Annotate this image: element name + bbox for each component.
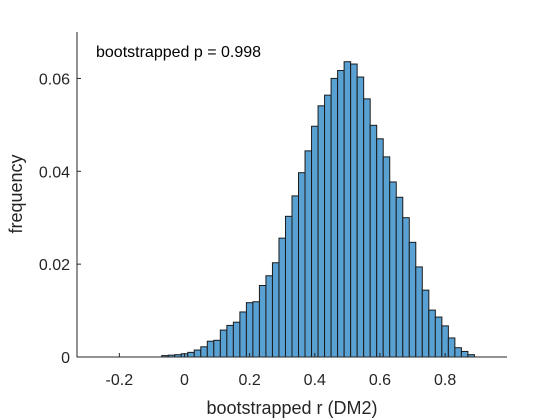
histogram-bar [428, 309, 436, 358]
histogram-bar [304, 150, 313, 358]
histogram-bar [454, 347, 462, 358]
histogram-bar [239, 311, 247, 358]
x-tick-label: 0.2 [239, 372, 261, 389]
histogram-bar [415, 266, 423, 358]
histogram-bar [324, 94, 332, 358]
y-tick-label: 0.02 [39, 257, 70, 274]
histogram-bar [337, 70, 345, 358]
histogram-bar [317, 105, 326, 358]
histogram-bar [350, 63, 358, 358]
y-ticks-group: 0 0.02 0.04 0.06 [39, 71, 81, 367]
histogram-bar [278, 237, 286, 358]
histogram-bar [298, 172, 306, 358]
histogram-bar [356, 76, 365, 358]
histogram-bar [284, 215, 293, 358]
histogram-bar [226, 324, 234, 358]
histogram-bar [206, 340, 215, 358]
x-tick-label: 0.8 [434, 372, 456, 389]
y-axis-title: frequency [6, 154, 26, 233]
x-tick-label: 0.6 [369, 372, 391, 389]
histogram-bar [441, 325, 449, 358]
histogram-bar [343, 61, 352, 358]
x-tick-label: 0 [180, 372, 189, 389]
histogram-bar [363, 98, 371, 358]
histogram-bar [434, 316, 443, 358]
x-tick-label: 0.4 [304, 372, 326, 389]
histogram-bar [421, 289, 430, 358]
bars-group [161, 61, 475, 358]
histogram-bar [213, 339, 221, 358]
histogram-bar [330, 77, 339, 358]
histogram-bar [265, 275, 273, 358]
histogram-bar [460, 350, 469, 358]
p-value-annotation: bootstrapped p = 0.998 [96, 44, 261, 61]
histogram-bar [193, 349, 202, 358]
histogram-bar [369, 124, 378, 358]
y-tick-label: 0.04 [39, 164, 70, 181]
histogram-bar [271, 262, 280, 358]
histogram-bar [311, 125, 319, 358]
histogram-bar [376, 138, 384, 358]
histogram-bar [252, 301, 260, 358]
histogram-bar [389, 181, 397, 358]
x-tick-label: -0.2 [106, 372, 134, 389]
histogram-bar [408, 241, 417, 358]
x-axis-title: bootstrapped r (DM2) [206, 398, 377, 418]
y-tick-label: 0.06 [39, 71, 70, 88]
histogram-bar [200, 346, 208, 358]
x-ticks-group: -0.2 0 0.2 0.4 0.6 0.8 [106, 353, 456, 389]
histogram-bar [232, 321, 241, 358]
histogram-bar [245, 302, 254, 358]
histogram-bar [219, 329, 228, 358]
y-tick-label: 0 [61, 350, 70, 367]
histogram-bar [258, 285, 267, 358]
histogram-bar [402, 217, 410, 358]
histogram-bar [382, 156, 391, 358]
histogram-bar [447, 337, 456, 358]
histogram-bar [291, 195, 300, 358]
histogram-bar [395, 196, 404, 358]
histogram-bar [187, 351, 195, 358]
